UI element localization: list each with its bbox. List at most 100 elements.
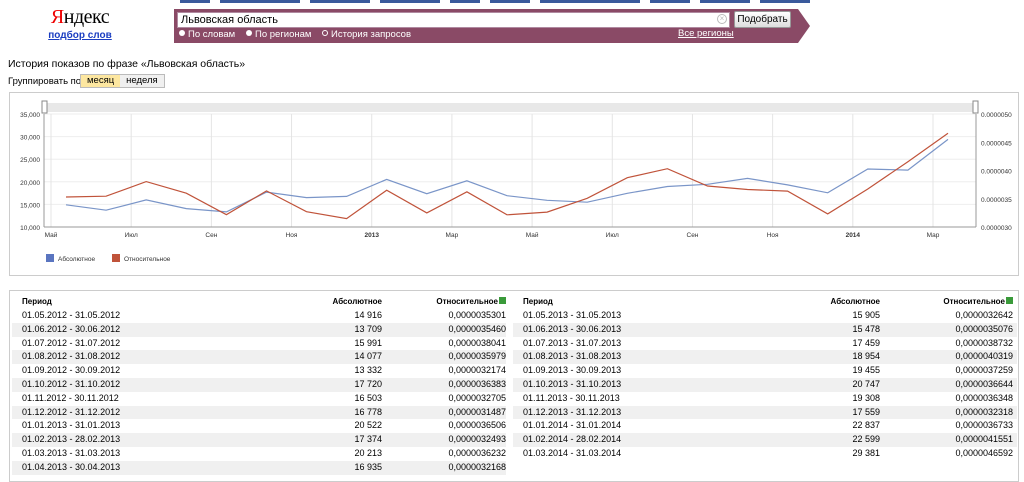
history-table: Период Абсолютное Относительное 01.05.2012 … [9, 290, 1019, 482]
y-right-tick: 0.0000035 [981, 197, 1012, 204]
table-row: 01.12.2012 - 31.12.2012 16 778 0,000003148… [12, 405, 506, 420]
cell-absolute: 16 935 [354, 461, 382, 472]
cell-absolute: 19 455 [852, 365, 880, 376]
cell-absolute: 13 709 [354, 323, 382, 334]
cell-period: 01.11.2013 - 30.11.2013 [523, 392, 620, 403]
y-left-tick: 25,000 [20, 157, 40, 164]
x-tick-label: Мар [446, 232, 459, 239]
cell-absolute: 19 308 [852, 392, 880, 403]
cell-relative: 0,0000035076 [955, 323, 1013, 334]
all-regions-link[interactable]: Все регионы [678, 28, 734, 39]
table-row: 01.06.2013 - 30.06.2013 15 478 0,000003507… [513, 322, 1017, 337]
yandex-logo[interactable]: Яндекс подбор слов [40, 6, 120, 41]
cell-absolute: 15 991 [354, 337, 382, 348]
header-period: Период [22, 297, 52, 306]
table-row: 01.12.2013 - 31.12.2013 17 559 0,000003231… [513, 405, 1017, 420]
series-line-absolute [65, 138, 949, 213]
table-row: 01.01.2014 - 31.01.2014 22 837 0,000003673… [513, 419, 1017, 433]
cell-absolute: 18 954 [852, 351, 880, 362]
radio-history[interactable]: История запросов [322, 29, 411, 40]
group-week-button[interactable]: неделя [120, 75, 164, 87]
search-button[interactable]: Подобрать [734, 11, 791, 28]
cell-relative: 0,0000036348 [955, 392, 1013, 403]
cell-relative: 0,0000032168 [448, 461, 506, 472]
cell-period: 01.10.2013 - 31.10.2013 [523, 378, 622, 389]
cell-absolute: 15 478 [852, 323, 880, 334]
radio-by-regions[interactable]: По регионам [246, 29, 311, 40]
cell-relative: 0,0000046592 [955, 447, 1013, 458]
cell-relative: 0,0000032318 [955, 406, 1013, 417]
table-left: Период Абсолютное Относительное 01.05.2012 … [12, 297, 506, 475]
cell-absolute: 17 459 [852, 337, 880, 348]
logo-text: Яндекс [50, 6, 110, 28]
table-row: 01.01.2013 - 31.01.2013 20 522 0,000003650… [12, 419, 506, 433]
cell-absolute: 14 077 [354, 351, 382, 362]
cell-relative: 0,0000032642 [955, 310, 1013, 320]
group-month-button[interactable]: месяц [81, 75, 121, 87]
x-tick-label: Ноя [767, 232, 779, 239]
cell-relative: 0,0000037259 [955, 365, 1013, 376]
cell-period: 01.09.2012 - 30.09.2012 [22, 365, 121, 376]
cell-relative: 0,0000035460 [448, 323, 506, 334]
wordstat-link[interactable]: подбор слов [48, 30, 112, 41]
table-row: 01.09.2013 - 30.09.2013 19 455 0,000003725… [513, 364, 1017, 378]
range-slider [44, 103, 976, 112]
table-row: 01.06.2012 - 30.06.2012 13 709 0,000003546… [12, 322, 506, 337]
header-absolute: Абсолютное [332, 297, 382, 306]
table-row: 01.08.2012 - 31.08.2012 14 077 0,000003597… [12, 350, 506, 365]
legend-label: Абсолютное [58, 255, 95, 263]
search-input[interactable] [177, 12, 730, 28]
x-tick-label: Сен [205, 232, 217, 239]
group-label: Группировать по: [8, 76, 84, 87]
table-row: 01.07.2013 - 31.07.2013 17 459 0,000003873… [513, 337, 1017, 351]
y-right-tick: 0.0000040 [981, 169, 1012, 176]
cell-period: 01.12.2013 - 31.12.2013 [523, 406, 622, 417]
header-relative: Относительное [436, 297, 506, 306]
header-relative: Относительное [943, 297, 1013, 306]
clear-icon[interactable]: × [717, 14, 727, 24]
table-row: 01.05.2012 - 31.05.2012 14 916 0,000003530… [12, 309, 506, 323]
cell-period: 01.09.2013 - 30.09.2013 [523, 365, 622, 376]
cell-absolute: 20 747 [852, 378, 880, 389]
x-tick-label: 2013 [364, 232, 379, 239]
y-right-tick: 0.0000030 [981, 225, 1012, 232]
cell-period: 01.01.2013 - 31.01.2013 [22, 420, 121, 431]
table-row: 01.11.2012 - 30.11.2012 16 503 0,000003270… [12, 392, 506, 406]
y-left-tick: 10,000 [20, 225, 40, 232]
cell-period: 01.01.2014 - 31.01.2014 [523, 420, 622, 431]
cell-period: 01.06.2012 - 30.06.2012 [22, 323, 121, 334]
x-tick-label: 2014 [846, 232, 861, 239]
cell-relative: 0,0000032174 [448, 365, 506, 376]
table-header: Период Абсолютное Относительное [513, 297, 1017, 309]
y-right-tick: 0.0000045 [981, 140, 1012, 147]
radio-by-words[interactable]: По словам [179, 29, 235, 40]
header-period: Период [523, 297, 553, 306]
cell-period: 01.05.2012 - 31.05.2012 [22, 310, 121, 320]
cell-relative: 0,0000036506 [448, 420, 506, 431]
cell-absolute: 29 381 [852, 447, 880, 458]
cell-absolute: 17 374 [354, 434, 382, 445]
cell-absolute: 15 905 [852, 310, 880, 320]
table-row: 01.08.2013 - 31.08.2013 18 954 0,000004031… [513, 350, 1017, 365]
excel-icon[interactable] [1006, 297, 1013, 304]
cell-period: 01.07.2013 - 31.07.2013 [523, 337, 622, 348]
table-row: 01.02.2013 - 28.02.2013 17 374 0,000003249… [12, 433, 506, 447]
x-tick-label: Июл [606, 232, 619, 239]
table-row: 01.03.2014 - 31.03.2014 29 381 0,000004659… [513, 447, 1017, 461]
excel-icon[interactable] [499, 297, 506, 304]
table-header: Период Абсолютное Относительное [12, 297, 506, 309]
cell-period: 01.02.2014 - 28.02.2014 [523, 434, 622, 445]
cell-relative: 0,0000040319 [955, 351, 1013, 362]
history-chart: 35,000 30,000 25,000 20,000 15,000 10,000 0.00… [9, 92, 1019, 276]
page-title: История показов по фразе «Львовская обла… [8, 58, 246, 70]
legend-swatch [46, 254, 54, 262]
table-row: 01.10.2012 - 31.10.2012 17 720 0,000003638… [12, 377, 506, 392]
cell-period: 01.03.2014 - 31.03.2014 [523, 447, 622, 458]
y-left-tick: 35,000 [20, 112, 40, 119]
cell-relative: 0,0000036232 [448, 447, 506, 458]
radio-label: По словам [188, 29, 236, 40]
cell-period: 01.08.2013 - 31.08.2013 [523, 351, 622, 362]
cell-relative: 0,0000035301 [448, 310, 506, 320]
cell-period: 01.06.2013 - 30.06.2013 [523, 323, 622, 334]
cell-relative: 0,0000032493 [448, 434, 506, 445]
